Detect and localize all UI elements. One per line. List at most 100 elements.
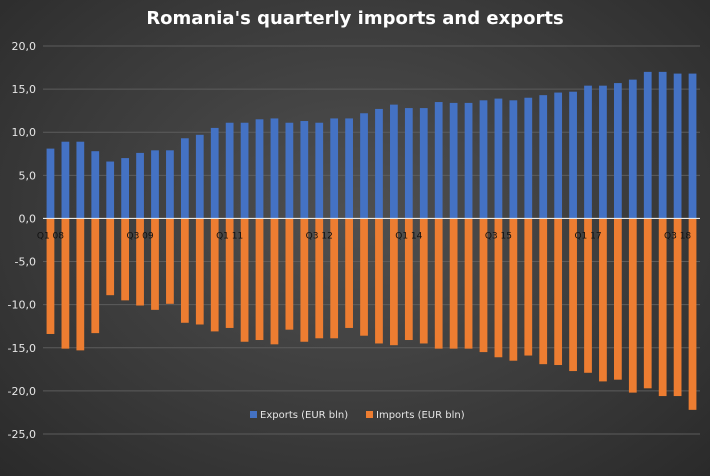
y-tick-label: -15,0 [8,342,36,355]
import-bar [599,218,607,382]
export-bar [509,100,518,219]
import-bar [225,218,234,328]
import-bar [449,218,458,349]
export-bar [225,122,234,219]
export-bar [419,108,428,219]
import-bar [434,218,443,349]
y-tick-label: -5,0 [15,256,36,269]
export-bar [210,127,219,219]
import-bar [419,218,428,344]
export-bar [195,134,204,219]
export-bar [151,150,159,219]
y-tick-label: -25,0 [8,428,36,441]
import-bar [300,218,309,342]
export-bar [121,158,130,219]
export-bar [91,151,100,219]
import-bar [91,218,100,334]
import-bar [673,218,682,397]
x-tick-label: Q3 15 [485,231,512,241]
x-tick-label: Q1 17 [574,231,601,241]
import-bar [569,218,577,372]
x-tick-label: Q1 08 [37,231,64,241]
y-tick-label: -20,0 [8,385,36,398]
export-bar [643,71,652,219]
import-bar [285,218,294,330]
export-bar [658,71,667,219]
import-bar [539,218,548,365]
import-bar [375,218,383,344]
export-bar [479,100,488,219]
import-bar [688,218,697,410]
import-bar [524,218,533,356]
x-tick-label: Q3 18 [664,231,691,241]
import-bar [76,218,85,351]
export-bar [569,91,577,219]
import-bar [106,218,115,296]
import-bar [628,218,637,393]
import-bar [166,218,174,304]
y-tick-label: 15,0 [12,83,37,96]
x-tick-label: Q3 12 [306,231,333,241]
export-bar [136,152,144,219]
import-bar [270,218,279,345]
export-bar [404,108,413,219]
export-bar [584,85,592,219]
y-tick-label: 5,0 [19,169,37,182]
import-bar [345,218,353,328]
import-bar [315,218,324,339]
import-bar [210,218,219,332]
export-bar [76,141,85,219]
legend-swatch-exports [250,411,257,418]
export-bar [180,138,189,219]
y-tick-label: 20,0 [12,40,37,53]
import-bar [151,218,159,310]
export-bar [61,141,70,219]
import-bar [494,218,503,358]
import-bar [136,218,144,306]
import-bar [479,218,488,353]
x-tick-label: Q1 14 [395,231,422,241]
export-bar [375,108,383,219]
import-bar [180,218,189,323]
import-bar [404,218,413,341]
export-bar [240,122,249,219]
x-tick-label: Q1 11 [216,231,243,241]
import-bar [554,218,563,366]
import-bar [330,218,339,339]
export-bar [449,102,458,219]
export-bar [464,102,473,219]
import-bar [390,218,398,346]
x-tick-label: Q3 09 [126,231,153,241]
export-bar [330,118,339,219]
export-bar [270,118,279,219]
import-bar [658,218,667,397]
import-bar [464,218,473,349]
legend-swatch-imports [366,411,373,418]
y-tick-label: -10,0 [8,299,36,312]
y-tick-label: 10,0 [12,126,37,139]
export-bar [613,83,622,219]
import-bar [255,218,264,341]
export-bar [345,118,353,219]
export-bar [673,73,682,219]
export-bar [300,121,309,219]
export-bar [554,92,563,219]
export-bar [539,95,548,219]
import-bar [643,218,652,389]
export-bar [599,85,607,219]
export-bar [494,98,503,219]
y-tick-label: 0,0 [19,212,37,225]
import-bar [61,218,70,349]
import-bar [584,218,592,373]
import-bar [613,218,622,380]
export-bar [255,119,264,219]
import-bar [360,218,368,336]
export-bar [688,73,697,219]
import-bar [195,218,204,325]
import-bar [240,218,249,342]
export-bar [390,104,398,219]
legend-label-imports: Imports (EUR bln) [376,410,465,421]
export-bar [628,79,637,219]
